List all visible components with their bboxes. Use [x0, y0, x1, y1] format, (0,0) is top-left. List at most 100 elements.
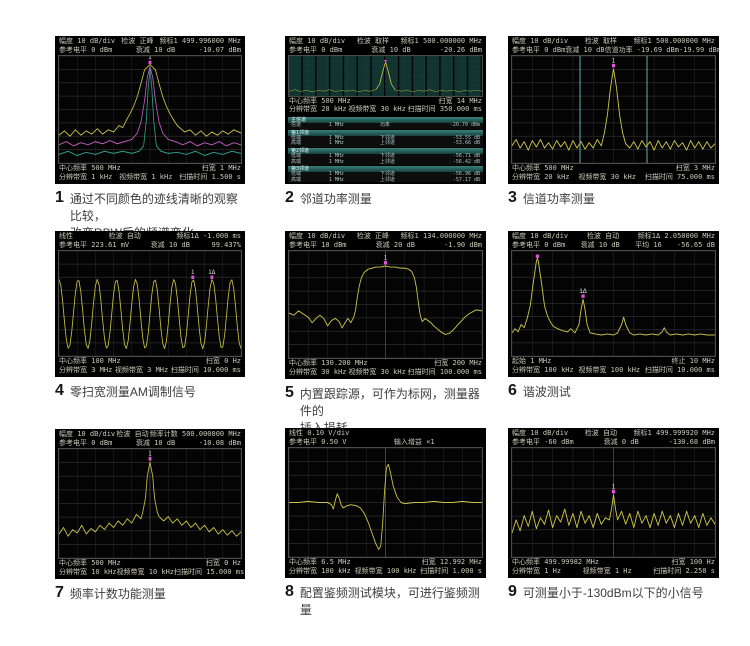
screen-field: 检波 取样 — [356, 37, 389, 45]
screen-field: 衰减 10 dB — [565, 46, 605, 54]
screen-field: 视频带宽 10 kHz — [116, 568, 175, 576]
caption-8: 8 配置鉴频测试模块，可进行鉴频测量 — [285, 583, 486, 619]
screen-footer-row: 中心频率 500 MHz 扫宽 1 MHz — [55, 164, 245, 173]
screen-field: 衰减 10 dB — [150, 241, 190, 249]
screen-footer-row: 分辨带宽 3 MHz 视频带宽 3 MHz 扫描时间 10.000 ms — [55, 366, 245, 375]
screen-field: 视频带宽 1 Hz — [582, 567, 632, 575]
screen-field: -1.90 dBm — [444, 241, 482, 249]
screen-field: -56.65 dB — [677, 241, 715, 249]
tracking-gen-plot-5: 1 — [288, 250, 483, 359]
acp-row: 高端 1 MHz 上邻道 -56.42 dB — [288, 159, 483, 166]
spectrum-plot-1: 1 — [58, 55, 242, 164]
screen-field: 扫描时间 75.000 ms — [644, 173, 715, 181]
screen-header-row: 参考电平 0 dBm 衰减 10 dB -20.26 dBm — [285, 46, 486, 55]
caption-7: 7 频率计数功能测量 — [55, 584, 245, 603]
screen-field: 线性 0.10 V/div — [289, 429, 350, 437]
screen-field: 参考电平 -60 dBm — [512, 438, 574, 446]
caption-number: 3 — [508, 189, 517, 206]
screen-field: 参考电平 0 dBm — [512, 241, 566, 249]
screen-field: 中心频率 500 MHz — [59, 559, 121, 567]
screen-field: 频标1 499.999920 MHz — [633, 429, 715, 437]
screen-field: 参考电平 0.50 V — [289, 438, 347, 446]
small-signal-plot-9: 1 — [511, 447, 716, 558]
screen-header-row: 参考电平 0 dBm 衰减 10 dB 平均 16 -56.65 dB — [508, 241, 719, 250]
spectrum-plot-2 — [288, 54, 483, 97]
screen-header-row: 幅度 10 dB/div 检波 正峰 频标1 134.000000 MHz — [285, 232, 486, 241]
screen-field: 衰减 0 dB — [603, 438, 639, 446]
screen-footer-row: 分辨带宽 20 kHz 视频带宽 30 kHz 扫描时间 75.000 ms — [508, 173, 719, 182]
screen-footer-row: 中心频率 500 MHz 扫宽 14 MHz — [285, 97, 486, 106]
analyzer-screen-8: 线性 0.10 V/div 参考电平 0.50 V 输入增益 ×1 中心频率 6.… — [285, 428, 486, 578]
caption-6: 6 谐波测试 — [508, 382, 719, 401]
screen-field: 视频带宽 3 MHz — [114, 366, 169, 374]
screen-field: 参考电平 0 dBm — [59, 46, 113, 54]
screen-field: 扫描时间 350.000 ms — [407, 105, 482, 114]
analyzer-screen-7: 幅度 10 dB/div 检波 自动 频率计数 500.000000 MHz 参考电… — [55, 429, 245, 579]
screen-field: 检波 正峰 — [121, 37, 154, 45]
panel-6: 幅度 10 dB/div 检波 自动 频标1Δ 2.050000 MHz 参考电平 … — [508, 231, 719, 401]
svg-text:1: 1 — [612, 57, 616, 64]
screen-field: 中心频率 499.99982 MHz — [512, 558, 600, 566]
screen-field: 检波 取样 — [584, 37, 617, 45]
screen-field: 中心频率 500 MHz — [512, 164, 574, 172]
acp-row: 低端 1 MHz 下邻道 -56.71 dB — [288, 153, 483, 160]
panel-4: 线性 检波 自动 频标1Δ -1.000 ms 参考电平 223.61 mV 衰减 1… — [55, 231, 245, 401]
caption-text: 邻道功率测量 — [299, 192, 372, 206]
panel-1: 幅度 10 dB/div 检波 正峰 频标1 499.996000 MHz 参考电平… — [55, 36, 245, 242]
caption-number: 7 — [55, 584, 64, 601]
screen-field: -10.08 dBm — [198, 439, 241, 447]
screen-field: 线性 — [59, 232, 73, 240]
analyzer-screen-2: 幅度 10 dB/div 检波 取样 频标1 500.000000 MHz 参考电平… — [285, 36, 486, 184]
screen-field: 扫宽 3 MHz — [675, 164, 715, 172]
acp-row: 信道 1 MHz 功率 -20.70 dBm — [288, 123, 483, 129]
screen-field: 中心频率 500 MHz — [289, 96, 351, 105]
caption-text: 谐波测试 — [522, 385, 571, 399]
screen-field: 起始 1 MHz — [512, 357, 552, 365]
screen-field: 参考电平 0 dBm — [59, 439, 113, 447]
screen-field: 分辨带宽 10 kHz — [59, 568, 117, 576]
screen-field: 幅度 10 dB/div — [512, 429, 569, 437]
svg-text:1: 1 — [384, 254, 388, 261]
analyzer-screen-1: 幅度 10 dB/div 检波 正峰 频标1 499.996000 MHz 参考电平… — [55, 36, 245, 184]
panel-2: 幅度 10 dB/div 检波 取样 频标1 500.000000 MHz 参考电平… — [285, 36, 486, 208]
screen-field: 频标1Δ 2.050000 MHz — [637, 232, 715, 240]
caption-number: 1 — [55, 189, 64, 206]
caption-3: 3 信道功率测量 — [508, 189, 719, 208]
screen-field: 幅度 10 dB/div — [59, 37, 116, 45]
screen-footer-row: 起始 1 MHz 终止 10 MHz — [508, 357, 719, 366]
caption-number: 8 — [285, 583, 294, 600]
screen-field: 分辨带宽 3 MHz — [59, 366, 113, 374]
screen-field: 检波 自动 — [584, 429, 617, 437]
screen-footer-row: 分辨带宽 100 kHz 视频带宽 100 kHz 扫描时间 1.000 s — [285, 567, 486, 576]
screen-footer-row: 中心频率 499.99982 MHz 扫宽 100 Hz — [508, 558, 719, 567]
screen-field: 视频带宽 100 kHz — [578, 366, 641, 374]
screen-field: 分辨带宽 100 kHz — [289, 567, 351, 575]
svg-text:1: 1 — [148, 55, 152, 61]
screen-field: 参考电平 0 dBm — [289, 45, 343, 54]
waveform-plot-4: 1 1Δ — [58, 250, 242, 357]
harmonics-plot-6: 1Δ — [511, 250, 716, 357]
screen-field: 扫描时间 1.000 s — [420, 567, 482, 575]
screen-field: 视频带宽 30 kHz — [578, 173, 636, 181]
screen-field: 扫宽 0 Hz — [205, 357, 241, 365]
screen-field: 分辨带宽 1 Hz — [512, 567, 562, 575]
screen-field: 视频带宽 30 kHz — [348, 105, 406, 114]
caption-text: 频率计数功能测量 — [69, 587, 166, 601]
discriminator-plot-8 — [288, 447, 483, 558]
caption-text: 零扫宽测量AM调制信号 — [69, 385, 196, 399]
screen-footer-row: 中心频率 500 MHz 扫宽 0 Hz — [55, 559, 245, 568]
screen-header-row: 幅度 10 dB/div 检波 自动 频标1 499.999920 MHz — [508, 429, 719, 438]
screen-header-row: 参考电平 223.61 mV 衰减 10 dB 99.437% — [55, 241, 245, 250]
screen-field: 分辨带宽 1 kHz — [59, 173, 113, 181]
screen-footer-row: 中心频率 100 MHz 扫宽 0 Hz — [55, 357, 245, 366]
acp-section-title: 第2邻道 — [288, 148, 483, 155]
screen-field: 分辨带宽 20 kHz — [289, 105, 347, 114]
screen-field: 扫描时间 100.000 ms — [407, 368, 482, 376]
screen-field: 衰减 10 dB — [580, 241, 620, 249]
screen-field: 频率计数 500.000000 MHz — [149, 430, 241, 438]
svg-text:1Δ: 1Δ — [579, 288, 586, 295]
screen-field: 参考电平 10 dBm — [289, 241, 347, 249]
screen-field: 幅度 10 dB/div — [512, 37, 569, 45]
screen-field: 视频带宽 30 kHz — [348, 368, 406, 376]
screen-field: 扫描时间 10.000 ms — [644, 366, 715, 374]
